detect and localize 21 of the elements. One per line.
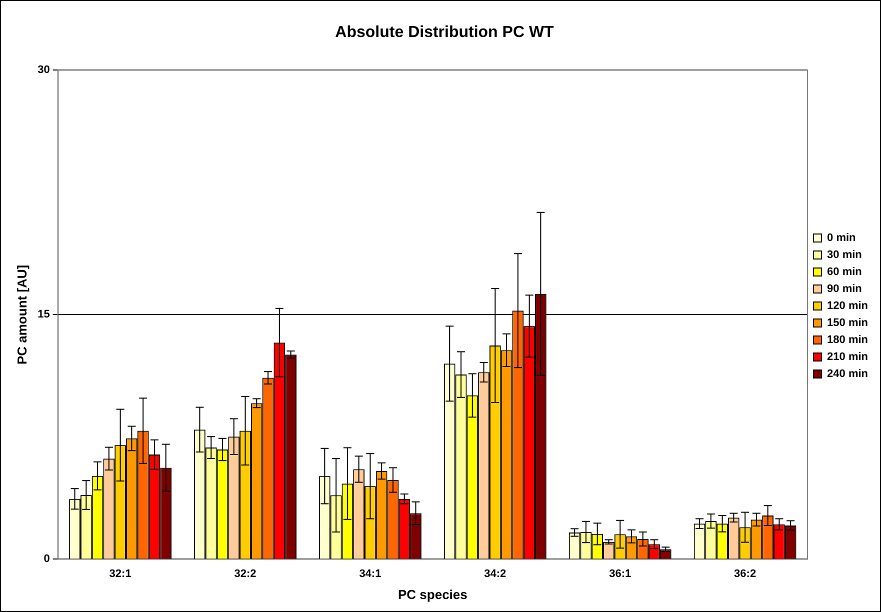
x-tick-label: 32:1: [109, 568, 132, 580]
legend-label: 180 min: [827, 334, 868, 346]
legend-label: 210 min: [827, 351, 868, 364]
legend-label: 0 min: [827, 232, 856, 244]
legend-label: 60 min: [827, 266, 862, 278]
legend-label: 90 min: [827, 283, 862, 296]
x-tick-label: 34:2: [484, 568, 506, 580]
x-tick-label: 36:2: [734, 568, 756, 580]
legend-label: 150 min: [827, 317, 868, 330]
legend-label: 240 min: [827, 368, 868, 380]
x-axis-title: PC species: [398, 586, 468, 602]
x-tick-label: 36:1: [609, 568, 632, 580]
legend-label: 30 min: [827, 249, 862, 262]
y-tick-label: 30: [38, 64, 50, 76]
x-tick-label: 32:2: [234, 568, 256, 580]
y-tick-label: 0: [44, 553, 50, 566]
y-tick-label: 15: [38, 308, 50, 321]
chart-title: Absolute Distribution PC WT: [335, 24, 554, 42]
y-axis-title: PC amount [AU]: [14, 264, 30, 365]
x-tick-label: 34:1: [359, 568, 382, 580]
legend-label: 120 min: [827, 300, 868, 312]
